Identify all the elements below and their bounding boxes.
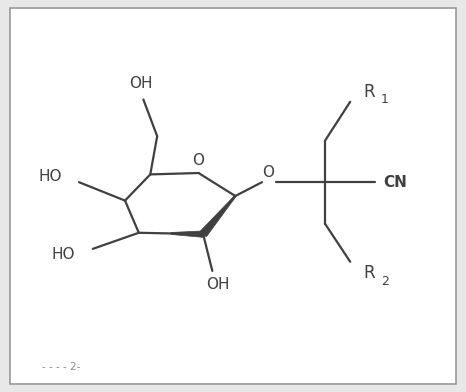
Text: R: R: [363, 83, 375, 101]
Text: OH: OH: [130, 76, 153, 91]
Text: R: R: [363, 264, 375, 282]
Text: OH: OH: [206, 277, 230, 292]
Text: O: O: [262, 165, 274, 180]
Text: 2: 2: [381, 274, 389, 287]
FancyBboxPatch shape: [10, 7, 456, 385]
Text: HO: HO: [52, 247, 75, 262]
Text: - - - - 2-: - - - - 2-: [42, 363, 81, 372]
Polygon shape: [200, 196, 236, 237]
Text: CN: CN: [383, 175, 407, 190]
Text: HO: HO: [38, 169, 62, 184]
Text: 1: 1: [381, 93, 389, 106]
Polygon shape: [171, 231, 203, 238]
Text: O: O: [192, 152, 205, 168]
